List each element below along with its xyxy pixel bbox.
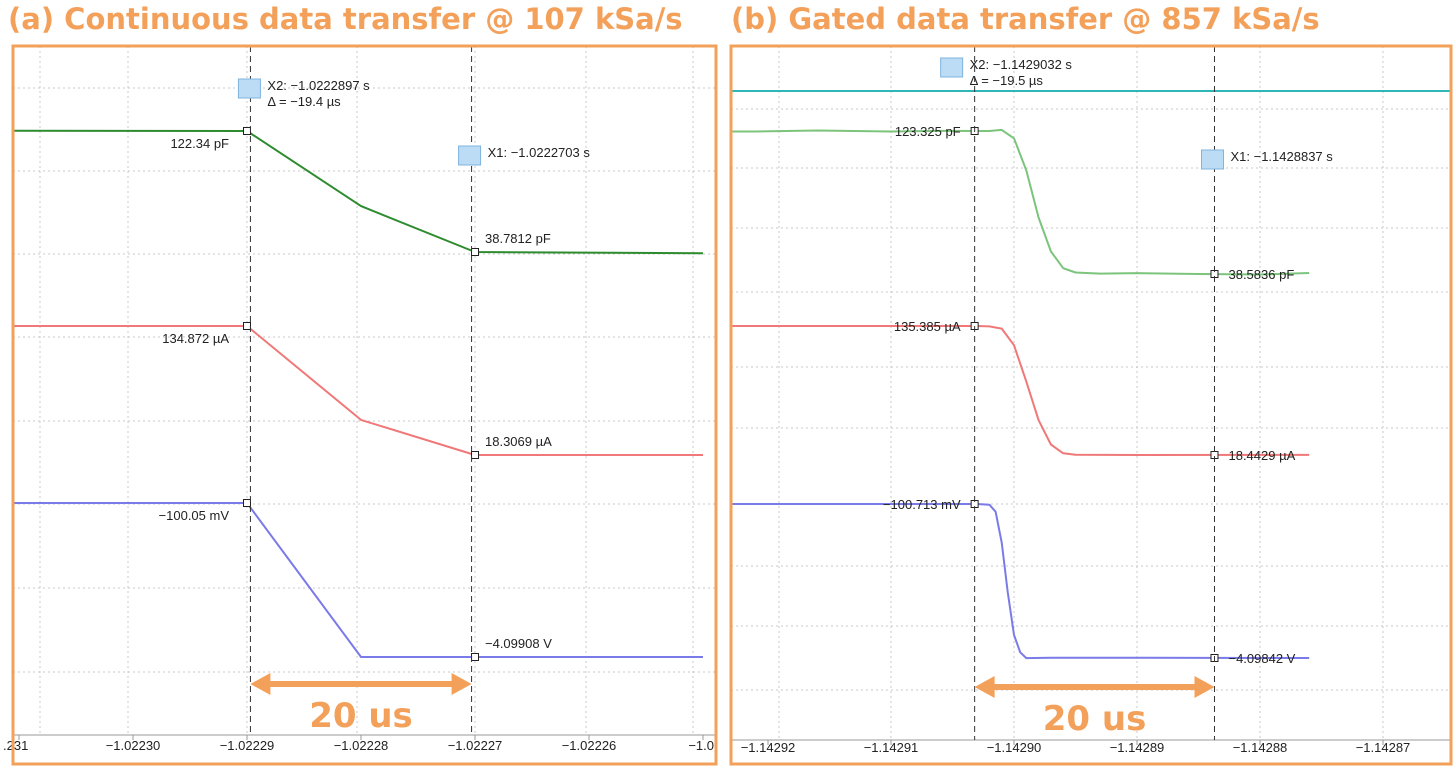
series-current-value-label: 135.385 µA [894, 319, 961, 334]
x-tick-label: −1.02229 [220, 738, 275, 753]
chart-b-title: (b) Gated data transfer @ 857 kSa/s [731, 2, 1320, 36]
grid [731, 46, 1451, 740]
cursor-x1-marker [1200, 149, 1224, 170]
cursor-point [471, 451, 479, 459]
span-arrow-head-right [451, 673, 472, 695]
series-capacitance-value-label: 123.325 pF [895, 124, 961, 139]
span-label: 20 us [1043, 699, 1147, 739]
x-tick-label: −1.14290 [987, 740, 1042, 755]
cursor-point [243, 127, 251, 135]
cursor-x2-marker [237, 78, 261, 99]
x-tick-label: −1.14291 [864, 740, 919, 755]
x-tick-label: .231 [3, 738, 28, 753]
series-voltage-line [13, 502, 703, 658]
panel-border [11, 44, 718, 766]
x-tick-label: −1.02230 [106, 738, 161, 753]
cursor-x1-label: X1: −1.0222703 s [488, 145, 591, 160]
panel-border [729, 44, 1453, 766]
chart-a-title: (a) Continuous data transfer @ 107 kSa/s [8, 2, 683, 36]
series [13, 129, 704, 658]
cursor-x2-marker [940, 57, 964, 78]
cursor-x2-label: X2: −1.1429032 s [970, 57, 1073, 72]
cursor-x1-marker [458, 145, 482, 166]
cursor-point [471, 653, 479, 661]
series-current-line [13, 325, 703, 456]
cursor-x2-label: X2: −1.0222897 s [267, 78, 370, 93]
cursor-delta-label: Δ = −19.5 µs [970, 73, 1044, 88]
series-current-value-label: 18.4429 µA [1228, 448, 1295, 463]
cursor-point [243, 499, 251, 507]
series-capacitance-line [13, 129, 704, 255]
series [731, 90, 1451, 660]
x-tick-label: −1.02228 [334, 738, 389, 753]
series-voltage-value-label: −4.09842 V [1228, 651, 1295, 666]
x-tick-label: −1.14288 [1233, 740, 1288, 755]
x-tick-label: −1.14289 [1110, 740, 1165, 755]
span-arrow-head-left [974, 676, 995, 698]
x-tick-label: −1.0 [688, 738, 714, 753]
series-capacitance-value-label: 38.7812 pF [485, 231, 551, 246]
series-current-value-label: 18.3069 µA [485, 434, 552, 449]
grid [13, 46, 716, 735]
series-voltage-value-label: −4.09908 V [485, 636, 552, 651]
span-arrow-head-right [1194, 676, 1215, 698]
span-label: 20 us [309, 696, 413, 736]
cursor-x1-label: X1: −1.1428837 s [1230, 149, 1333, 164]
x-tick-label: −1.02227 [448, 738, 503, 753]
span-arrow-head-left [250, 673, 271, 695]
span-arrow [974, 676, 1215, 698]
cursor-point [471, 248, 479, 256]
chart-b: −1.14292 −1.14291 −1.14290 −1.14289 −1.14288… [729, 44, 1453, 766]
series-current-value-label: 134.872 µA [162, 331, 229, 346]
span-arrow [250, 673, 472, 695]
x-tick-label: −1.02226 [562, 738, 617, 753]
series-current-line [731, 325, 1310, 456]
series-capacitance-line [731, 128, 1310, 276]
series-voltage-line [731, 503, 1310, 660]
series-voltage-value-label: −100.713 mV [883, 497, 961, 512]
x-tick-label: −1.14287 [1356, 740, 1411, 755]
series-capacitance-value-label: 38.5836 pF [1228, 267, 1294, 282]
cursor-point [243, 322, 251, 330]
series-voltage-value-label: −100.05 mV [159, 508, 230, 523]
x-tick-label: −1.14292 [741, 740, 796, 755]
chart-a: .231 −1.02230 −1.02229 −1.02228 −1.02227 −1.0… [3, 44, 718, 766]
cursor-delta-label: Δ = −19.4 µs [267, 94, 341, 109]
series-capacitance-value-label: 122.34 pF [170, 136, 229, 151]
